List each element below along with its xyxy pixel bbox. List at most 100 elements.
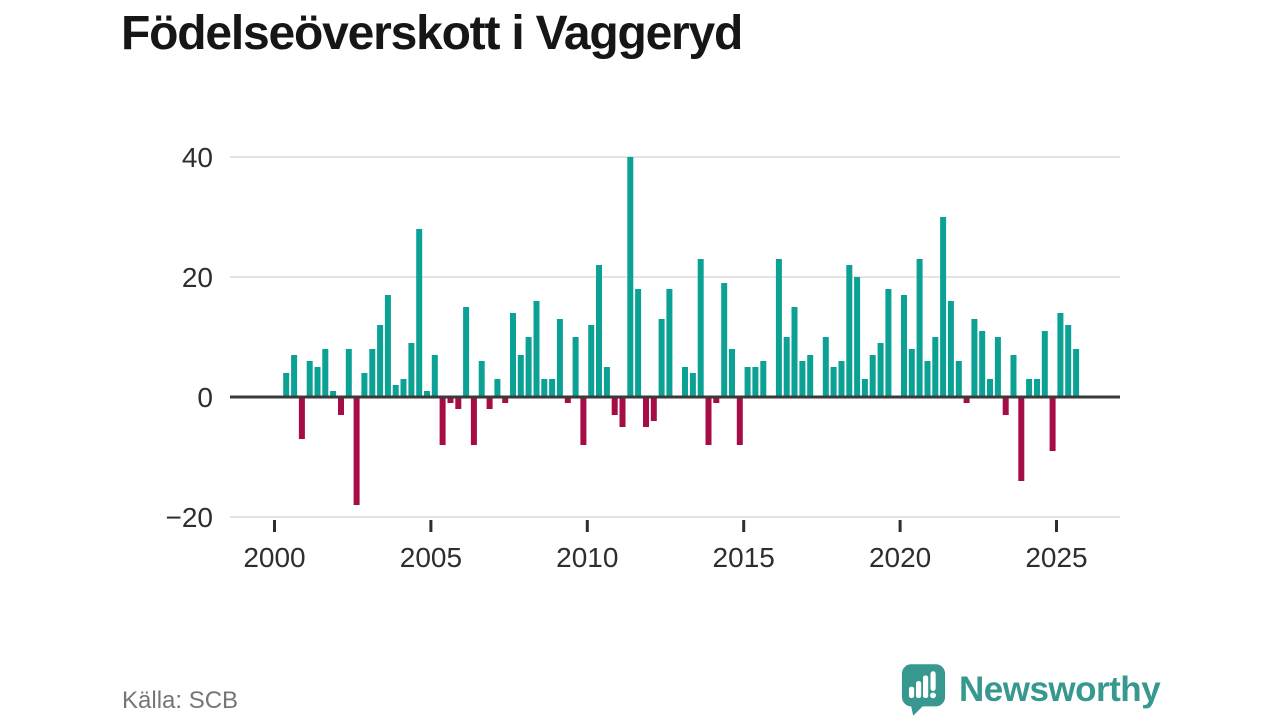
newsworthy-wordmark: Newsworthy: [959, 670, 1161, 709]
bar-2004-Q1: [400, 379, 407, 397]
bar-2025-Q3: [1073, 349, 1080, 397]
newsworthy-bubble-icon: [901, 664, 946, 716]
bar-2023-Q1: [994, 337, 1001, 397]
bar-2018-Q3: [854, 277, 861, 397]
bar-2016-Q1: [775, 259, 782, 397]
y-tick-label-40: 40: [182, 142, 213, 173]
bar-2008-Q4: [549, 379, 556, 397]
bar-2009-Q3: [572, 337, 579, 397]
bar-2015-Q3: [760, 361, 767, 397]
bar-2003-Q3: [384, 295, 391, 397]
bar-2014-Q3: [729, 349, 735, 397]
bar-2013-Q2: [689, 373, 696, 397]
bar-2022-Q1: [963, 397, 970, 403]
bar-2005-Q1: [431, 355, 438, 397]
bar-2012-Q1: [650, 397, 657, 421]
bar-2017-Q1: [807, 355, 814, 397]
bar-2021-Q4: [955, 361, 962, 397]
bar-2003-Q1: [369, 349, 376, 397]
bar-2024-Q3: [1041, 331, 1048, 397]
bar-2025-Q2: [1065, 325, 1072, 397]
bar-2000-Q4: [298, 397, 305, 439]
bar-2000-Q2: [283, 373, 290, 397]
bar-2011-Q3: [635, 289, 642, 397]
bar-2002-Q1: [338, 397, 344, 415]
bar-2016-Q3: [791, 307, 798, 397]
bar-2008-Q2: [533, 301, 540, 397]
bar-2014-Q2: [721, 283, 728, 397]
x-tick-label-2010: 2010: [556, 542, 618, 573]
bar-2007-Q1: [494, 379, 501, 397]
bar-2024-Q1: [1026, 379, 1033, 397]
bar-2025-Q1: [1057, 313, 1064, 397]
bar-2023-Q2: [1002, 397, 1009, 415]
bar-2001-Q1: [306, 361, 313, 397]
bar-2020-Q1: [901, 295, 907, 397]
bar-2001-Q3: [322, 349, 329, 397]
bar-2011-Q2: [627, 157, 634, 397]
bar-2021-Q3: [947, 301, 954, 397]
bar-2010-Q4: [611, 397, 618, 415]
bar-2004-Q4: [424, 391, 430, 397]
bar-2015-Q2: [752, 367, 759, 397]
bar-2020-Q2: [908, 349, 915, 397]
bar-2020-Q4: [924, 361, 931, 397]
x-tick-label-2000: 2000: [243, 542, 305, 573]
bar-2000-Q3: [291, 355, 298, 397]
bar-2009-Q2: [564, 397, 571, 403]
bar-2012-Q3: [666, 289, 673, 397]
y-tick-label-20: 20: [182, 262, 213, 293]
y-tick-label-0: 0: [197, 382, 213, 413]
bar-2006-Q2: [470, 397, 477, 445]
bar-2009-Q4: [580, 397, 587, 445]
bar-2018-Q2: [846, 265, 853, 397]
bar-2019-Q2: [877, 343, 884, 397]
bar-2022-Q4: [987, 379, 993, 397]
bar-2007-Q4: [517, 355, 524, 397]
bar-2006-Q1: [463, 307, 470, 397]
bar-2011-Q4: [643, 397, 649, 427]
bar-2016-Q4: [799, 361, 806, 397]
bar-2007-Q2: [502, 397, 509, 403]
bar-2004-Q2: [408, 343, 415, 397]
newsworthy-logo: Newsworthy: [901, 663, 1161, 717]
bar-2017-Q4: [830, 367, 837, 397]
bar-2017-Q3: [822, 337, 829, 397]
bar-2013-Q4: [705, 397, 712, 445]
bar-2006-Q3: [478, 361, 485, 397]
bar-2019-Q1: [869, 355, 876, 397]
bar-2013-Q3: [697, 259, 704, 397]
bar-2019-Q3: [885, 289, 892, 397]
bar-2003-Q4: [392, 385, 399, 397]
bar-2022-Q2: [971, 319, 978, 397]
bar-2005-Q3: [447, 397, 454, 403]
x-tick-label-2015: 2015: [713, 542, 775, 573]
bar-2020-Q3: [916, 259, 923, 397]
bar-2021-Q2: [940, 217, 947, 397]
bar-2001-Q2: [314, 367, 321, 397]
bar-2003-Q2: [377, 325, 384, 397]
bar-2014-Q4: [736, 397, 743, 445]
x-tick-label-2025: 2025: [1025, 542, 1087, 573]
bar-2005-Q2: [439, 397, 446, 445]
bar-2009-Q1: [556, 319, 563, 397]
bar-2005-Q4: [455, 397, 462, 409]
source-note: Källa: SCB: [122, 687, 239, 714]
bar-2018-Q1: [838, 361, 845, 397]
bar-2002-Q3: [353, 397, 360, 505]
bar-2010-Q1: [588, 325, 595, 397]
bar-2010-Q3: [603, 367, 610, 397]
bar-2021-Q1: [932, 337, 939, 397]
bar-2013-Q1: [682, 367, 688, 397]
bar-2006-Q4: [486, 397, 493, 409]
bar-2024-Q2: [1034, 379, 1040, 397]
bar-2008-Q1: [525, 337, 532, 397]
bar-2014-Q1: [713, 397, 720, 403]
bar-2001-Q4: [330, 391, 337, 397]
bar-2015-Q1: [744, 367, 751, 397]
bar-2016-Q2: [783, 337, 790, 397]
x-tick-label-2020: 2020: [869, 542, 931, 573]
bar-2010-Q2: [596, 265, 602, 397]
